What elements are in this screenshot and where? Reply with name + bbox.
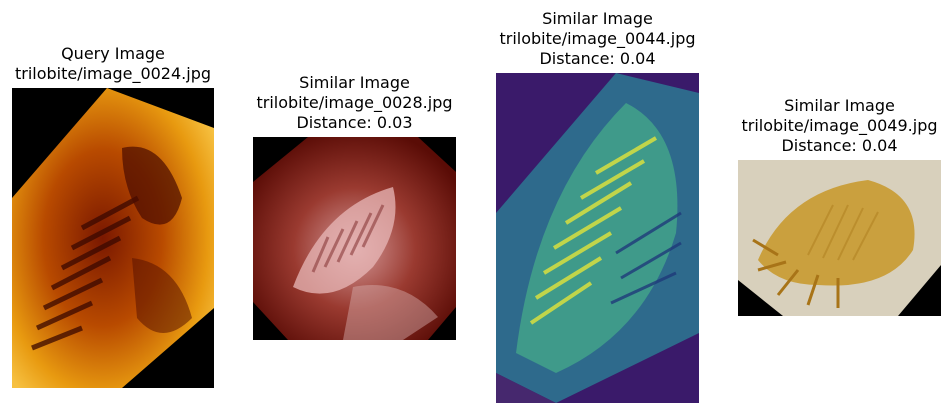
similar-1-distance: Distance: 0.03 — [296, 113, 413, 132]
similar-3-title: Similar Image trilobite/image_0049.jpg D… — [738, 96, 941, 156]
similar-image-1 — [253, 137, 456, 340]
similar-3-title-line-1: Similar Image — [784, 96, 895, 115]
similar-1-title-line-1: Similar Image — [299, 73, 410, 92]
query-title-line-2: trilobite/image_0024.jpg — [14, 64, 212, 83]
similar-1-title: Similar Image trilobite/image_0028.jpg D… — [253, 73, 456, 133]
similar-2-distance: Distance: 0.04 — [539, 49, 656, 68]
query-title: Query Image trilobite/image_0024.jpg — [12, 44, 214, 84]
query-title-line-1: Query Image — [61, 44, 165, 63]
similar-image-3 — [738, 160, 941, 316]
similar-1-title-line-2: trilobite/image_0028.jpg — [256, 93, 453, 112]
query-image — [12, 88, 214, 388]
similar-2-title-line-1: Similar Image — [542, 9, 653, 28]
similar-2-title: Similar Image trilobite/image_0044.jpg D… — [496, 9, 699, 69]
similar-image-2 — [496, 73, 699, 403]
similar-3-title-line-2: trilobite/image_0049.jpg — [741, 116, 938, 135]
similar-3-distance: Distance: 0.04 — [781, 136, 898, 155]
similar-2-title-line-2: trilobite/image_0044.jpg — [499, 29, 696, 48]
